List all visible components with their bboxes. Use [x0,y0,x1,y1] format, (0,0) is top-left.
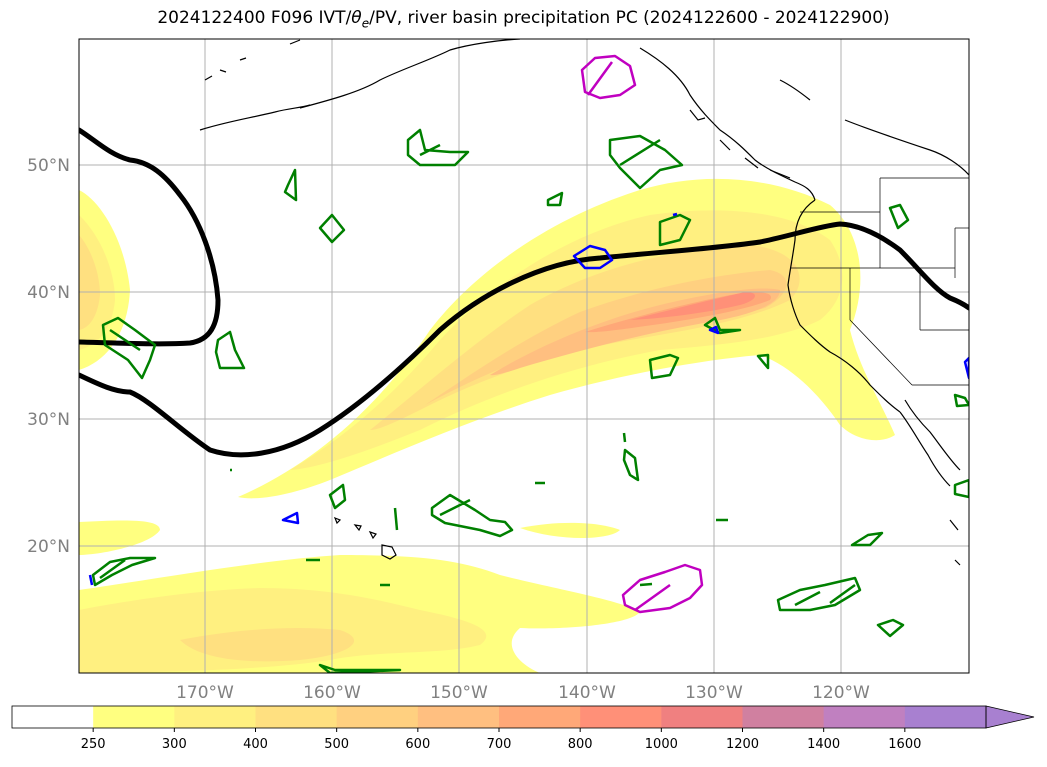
colorbar-extend-arrow [985,705,1035,729]
pv-green-contour [850,531,884,547]
state-borders [790,177,969,386]
alaska-coast [299,39,521,109]
colorbar-box [255,706,338,728]
theta-e-main-contour [79,221,969,458]
bc-coast [639,47,816,201]
pv-green-contour [622,432,640,482]
pv-green-contour [328,483,347,510]
pv-magenta-contour [580,54,637,100]
colorbar-box [12,706,94,728]
lon-labels: 170°W 160°W 150°W 140°W 130°W 120°W [176,683,870,703]
coastlines [199,39,969,566]
colorbar-box [823,706,906,728]
lon-label-150w: 150°W [430,683,488,703]
pv-green-contour [888,203,910,230]
ivt-west-400 [79,235,100,330]
title-theta-subscript: e [361,16,370,31]
colorbar-box [742,706,825,728]
title-theta: θ [351,8,362,28]
colorbar-box [580,706,662,728]
lat-label-40n: 40°N [27,283,70,303]
pv-green-contour [658,213,692,247]
colorbar-label: 500 [324,737,349,752]
colorbar-label: 1000 [645,737,678,752]
us-west-coast [787,199,901,413]
lat-label-50n: 50°N [27,156,70,176]
lon-label-170w: 170°W [176,683,234,703]
pv-green-contour [393,507,399,531]
pv-blue-contour [672,212,678,217]
colorbar-box [904,706,987,728]
pv-green-contour [318,213,346,244]
colorbar-label: 400 [243,737,268,752]
colorbar-label: 600 [405,737,430,752]
colorbar-label: 300 [162,737,187,752]
pv-green-contour [283,168,298,202]
colorbar-box [93,706,175,728]
colorbar-box [661,706,743,728]
hawaii-islands [333,516,397,560]
pv-blue-contour [281,511,300,525]
map-frame [78,38,970,674]
colorbar-box [499,706,581,728]
lon-label-120w: 120°W [812,683,870,703]
ivt-south-small [520,522,620,538]
colorbar-box [174,706,256,728]
pv-blue-contour [572,244,614,270]
ivt-plume-800 [630,292,756,320]
pv-green-contour [101,316,157,380]
pv-green-contour [406,128,470,167]
pv-green-contour [214,330,246,370]
map-area [79,39,969,673]
ivt-south-400 [180,628,355,662]
lon-label-140w: 140°W [558,683,616,703]
colorbar-box [417,706,500,728]
lat-label-20n: 20°N [27,537,70,557]
lon-label-130w: 130°W [685,683,743,703]
pv-green-contour [608,134,684,190]
colorbar-label: 700 [487,737,512,752]
pv-green-contour [230,468,728,587]
pv-green-contour [546,191,564,207]
pv-magenta-contour [621,563,704,614]
colorbar-boxes [12,706,987,728]
colorbar-label: 1200 [726,737,759,752]
colorbar-label: 1600 [888,737,921,752]
pv-blue-contour [88,574,94,586]
theta-e-west-contour [79,127,221,347]
theta-e-contours [79,127,969,458]
colorbar-label: 250 [81,737,106,752]
colorbar: 250 300 400 500 600 700 800 1000 1200 1400 1600 [11,705,1035,752]
pv-contours-magenta [580,54,704,614]
pv-green-contour [648,353,680,380]
pv-green-contour [953,393,969,408]
colorbar-box [336,706,419,728]
title-suffix: /PV, river basin precipitation PC (20241… [369,8,890,28]
baja-coast [899,399,961,487]
pv-blue-contour [708,325,720,335]
pv-green-contour [318,582,653,673]
pv-blue-contour [963,356,969,380]
title-prefix: 2024122400 F096 IVT/ [157,8,352,28]
lat-labels: 50°N 40°N 30°N 20°N [27,156,70,557]
lon-label-160w: 160°W [303,683,361,703]
colorbar-label: 1400 [807,737,840,752]
pv-green-contour [756,353,770,370]
pv-green-contour [876,618,905,638]
ivt-shading [79,178,895,673]
pv-green-contour [91,556,157,587]
pv-green-contour [776,576,862,612]
lat-label-30n: 30°N [27,410,70,430]
pv-green-contour [430,493,514,538]
pv-contours-blue [88,212,969,586]
gridlines [79,39,969,673]
map-title: 2024122400 F096 IVT/θe/PV, river basin p… [0,8,1047,30]
colorbar-label: 800 [568,737,593,752]
pv-green-contour [953,478,969,499]
colorbar-labels: 250 300 400 500 600 700 800 1000 1200 1400 1600 [81,728,921,752]
